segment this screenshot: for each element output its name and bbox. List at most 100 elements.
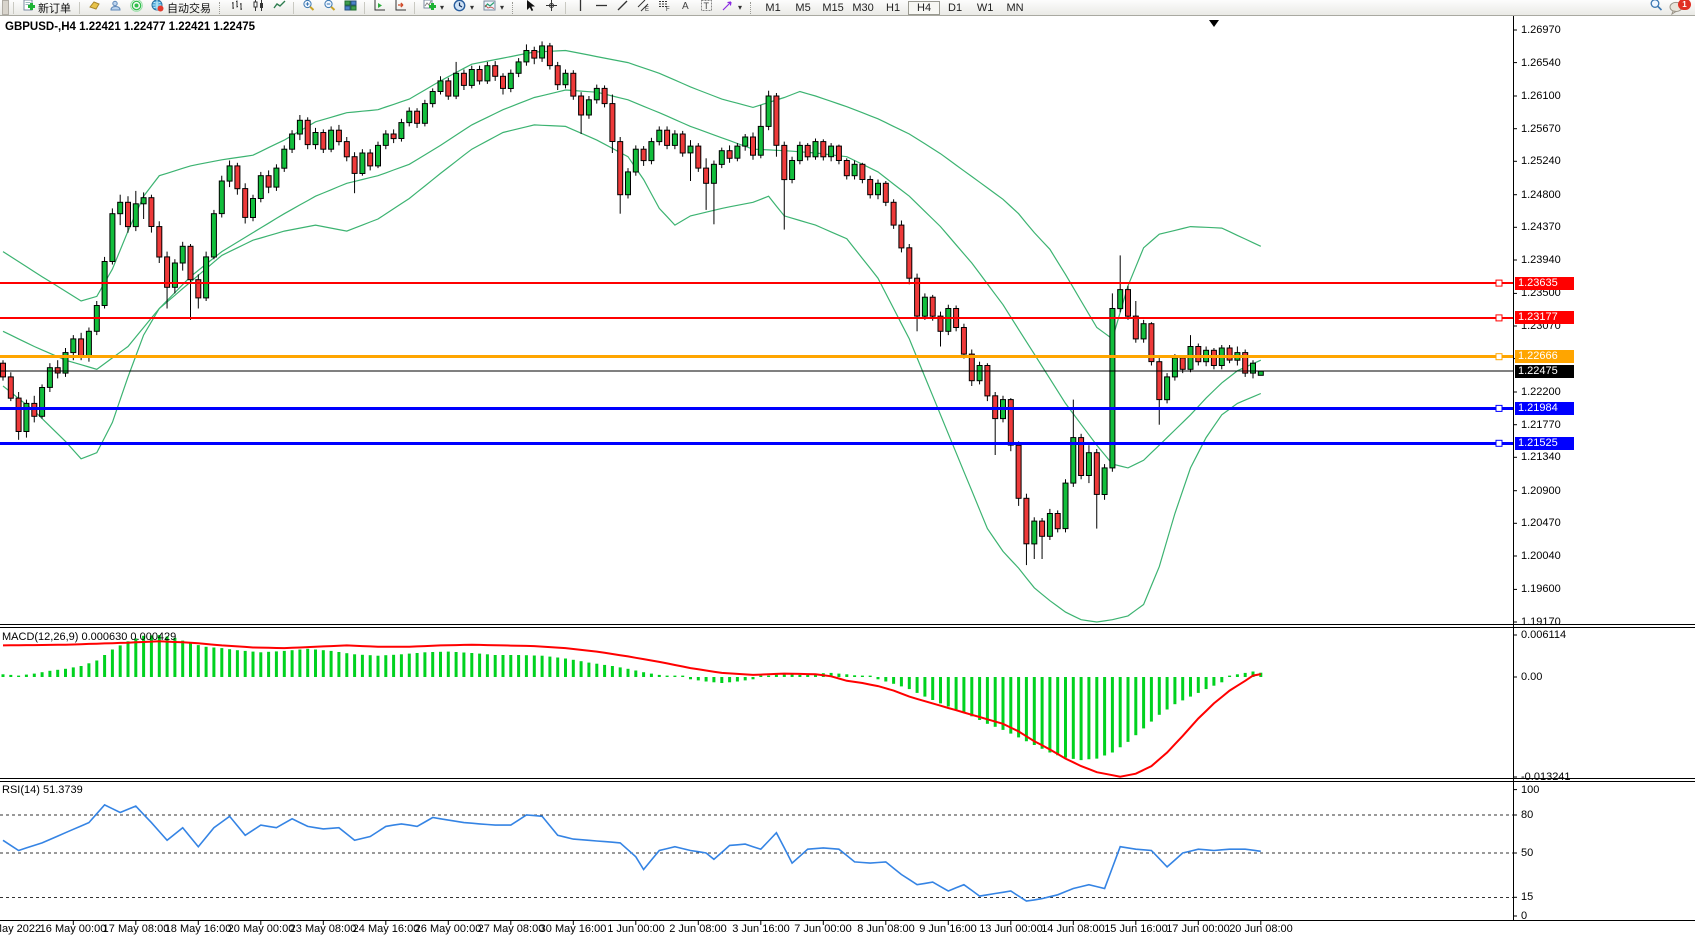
candle-bear — [1156, 361, 1163, 401]
hline-handle[interactable] — [1495, 439, 1503, 447]
candle-bull — [718, 150, 725, 165]
hline-button[interactable] — [591, 1, 611, 15]
chart-bars-button[interactable] — [227, 0, 247, 17]
market-watch-icon — [109, 0, 122, 17]
timeframe-w1[interactable]: W1 — [976, 1, 994, 14]
text-button[interactable]: A — [675, 1, 695, 15]
chart-shift-button[interactable] — [390, 0, 410, 15]
candle-bull — [1070, 437, 1077, 484]
bollinger-lower-band[interactable] — [2, 124, 1262, 623]
search-icon[interactable] — [1649, 0, 1663, 17]
candle-bear — [1226, 347, 1233, 361]
candle-bear — [460, 72, 467, 86]
candle-bear — [164, 256, 171, 288]
chart-line-button[interactable] — [269, 0, 289, 17]
timeframe-m30[interactable]: M30 — [852, 1, 874, 14]
hline-handle[interactable] — [1495, 314, 1503, 322]
channel-icon: E — [637, 0, 650, 17]
notification-button[interactable]: 1 — [1669, 0, 1691, 15]
price-axis-label: 1.24800 — [1521, 189, 1561, 201]
candle-bull — [625, 171, 631, 196]
hline-handle[interactable] — [1495, 353, 1503, 361]
auto-scroll-button[interactable] — [369, 0, 389, 15]
time-axis-label: 7 Jun 00:00 — [794, 923, 852, 935]
candle-bear — [750, 136, 756, 156]
candle-bull — [375, 144, 381, 167]
candle-bull — [453, 72, 460, 97]
rsi-line — [2, 803, 1261, 902]
cursor-button[interactable] — [520, 0, 540, 15]
timeframe-mn[interactable]: MN — [1006, 1, 1024, 14]
text-label-button[interactable]: T — [696, 0, 716, 15]
crosshair-button[interactable] — [541, 0, 561, 15]
chevron-down-icon: ▾ — [470, 3, 475, 12]
candle-bull — [273, 167, 280, 188]
time-axis-label: 30 May 16:00 — [539, 923, 607, 935]
timeframe-m1[interactable]: M1 — [765, 1, 781, 14]
timeframe-group: M1 M5 M15 M30 H1 H4 D1 W1 MN — [758, 0, 1030, 15]
svg-text:A: A — [682, 1, 689, 12]
trendline-button[interactable] — [612, 0, 632, 15]
market-watch-button[interactable] — [105, 0, 125, 17]
signal-button[interactable] — [126, 0, 146, 15]
timeframe-m15[interactable]: M15 — [822, 1, 844, 14]
zoom-in-button[interactable] — [298, 0, 318, 15]
chart-candles-button[interactable] — [248, 0, 268, 15]
chart-shift-marker[interactable] — [1209, 20, 1219, 27]
time-axis-month-label: May 2022 — [0, 923, 42, 935]
bollinger-upper-band[interactable] — [2, 49, 1262, 340]
candle-bull — [109, 213, 116, 262]
profile-button[interactable] — [84, 0, 104, 15]
price-axis-label: 1.20470 — [1521, 517, 1561, 529]
candle-bear — [726, 150, 733, 159]
tile-windows-button[interactable] — [340, 0, 360, 17]
timeframe-h1[interactable]: H1 — [886, 1, 901, 14]
vline-button[interactable] — [570, 0, 590, 15]
timeframe-d1[interactable]: D1 — [948, 1, 963, 14]
arrows-button[interactable]: ▾ — [717, 0, 746, 15]
candle-bull — [812, 141, 819, 158]
periods-button[interactable]: ▾ — [449, 0, 478, 15]
autotrade-button[interactable]: 自动交易 — [147, 0, 215, 15]
candle-bear — [234, 165, 241, 190]
price-axis-label: 1.19600 — [1521, 583, 1561, 595]
hline-icon — [595, 0, 608, 17]
svg-text:F: F — [666, 7, 670, 12]
candle-bull — [382, 133, 389, 146]
chart-symbol-period: GBPUSD-,H4 — [5, 21, 76, 33]
bollinger-middle-band[interactable] — [2, 89, 1262, 469]
candle-bull — [312, 132, 319, 146]
time-axis-label: 23 May 08:00 — [289, 923, 357, 935]
rsi-axis-label: 50 — [1521, 847, 1534, 859]
time-axis-label: 18 May 16:00 — [164, 923, 232, 935]
candle-bull — [117, 201, 124, 215]
timeframe-m5[interactable]: M5 — [795, 1, 811, 14]
macd-indicator-label: MACD(12,26,9) 0.000630 0.000429 — [2, 631, 177, 643]
zoom-out-button[interactable] — [319, 0, 339, 15]
time-axis-label: 24 May 16:00 — [352, 923, 420, 935]
candle-bull — [203, 256, 210, 299]
new-order-button[interactable]: 新订单 — [18, 0, 75, 15]
candle-bear — [867, 179, 874, 196]
svg-text:E: E — [645, 7, 649, 12]
candle-bull — [140, 197, 147, 205]
hline-handle[interactable] — [1495, 279, 1503, 287]
candle-bear — [351, 156, 358, 174]
candle-bull — [507, 72, 514, 90]
price-axis-label: 1.24370 — [1521, 221, 1561, 233]
timeframe-h4[interactable]: H4 — [908, 0, 941, 15]
fibonacci-icon: F — [658, 0, 671, 17]
channel-button[interactable]: E — [633, 0, 653, 17]
hline-handle[interactable] — [1495, 404, 1503, 412]
chart-line-icon — [272, 0, 286, 17]
add-indicator-button[interactable]: ▾ — [419, 0, 448, 15]
candle-bear — [1195, 346, 1202, 363]
chart-bars-icon — [231, 0, 244, 17]
candle-bull — [398, 122, 405, 139]
candle-bull — [210, 213, 217, 258]
templates-button[interactable]: ▾ — [479, 0, 508, 15]
fibonacci-button[interactable]: F — [654, 0, 674, 17]
candle-bull — [875, 182, 881, 196]
tile-windows-icon — [344, 0, 357, 17]
